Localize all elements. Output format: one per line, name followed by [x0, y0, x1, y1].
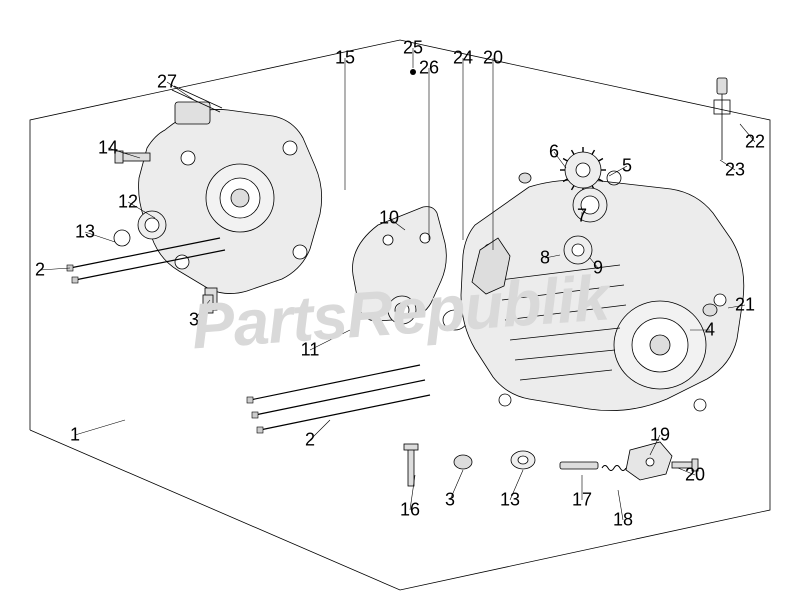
callout-27: 27 [157, 72, 177, 93]
plug-small [519, 173, 531, 183]
callout-26: 26 [419, 58, 439, 79]
callout-2: 2 [305, 430, 315, 451]
callout-25: 25 [403, 38, 423, 59]
dipstick-22 [714, 78, 730, 160]
callout-20: 20 [685, 465, 705, 486]
callout-20: 20 [483, 48, 503, 69]
callout-23: 23 [725, 160, 745, 181]
pin-17 [560, 462, 598, 469]
plug-21 [703, 304, 717, 316]
bearing-8 [564, 236, 592, 264]
callout-8: 8 [540, 248, 550, 269]
callout-10: 10 [379, 208, 399, 229]
callout-11: 11 [301, 340, 320, 361]
callout-12: 12 [118, 192, 138, 213]
plug-3-right [454, 455, 472, 469]
callout-2: 2 [35, 260, 45, 281]
left-crankcase-housing [139, 102, 322, 310]
callout-21: 21 [735, 295, 755, 316]
callout-15: 15 [335, 48, 355, 69]
callout-16: 16 [400, 500, 420, 521]
parts-diagram-canvas: PartsRepublik 27141213231525262420101112… [0, 0, 800, 600]
callout-9: 9 [593, 258, 603, 279]
spring-18 [602, 466, 626, 471]
bush-13 [511, 451, 535, 469]
washer-13 [114, 230, 130, 246]
plug-3-left [203, 295, 213, 313]
callout-1: 1 [70, 425, 80, 446]
callout-22: 22 [745, 132, 765, 153]
callout-4: 4 [705, 320, 715, 341]
studs-mid [247, 365, 430, 433]
callout-13: 13 [75, 222, 95, 243]
dot-25 [410, 69, 416, 75]
callout-14: 14 [98, 138, 118, 159]
callout-18: 18 [613, 510, 633, 531]
callout-3: 3 [445, 490, 455, 511]
callout-17: 17 [572, 490, 592, 511]
bolt-16 [404, 444, 418, 486]
bolt-14 [115, 151, 150, 163]
cover-plate-10 [353, 207, 447, 324]
callout-19: 19 [650, 425, 670, 446]
callout-5: 5 [622, 156, 632, 177]
callout-6: 6 [549, 142, 559, 163]
callout-13: 13 [500, 490, 520, 511]
callout-24: 24 [453, 48, 473, 69]
callout-3: 3 [189, 310, 199, 331]
seal-12 [138, 211, 166, 239]
callout-7: 7 [577, 206, 587, 227]
tensioner-19 [626, 442, 672, 480]
